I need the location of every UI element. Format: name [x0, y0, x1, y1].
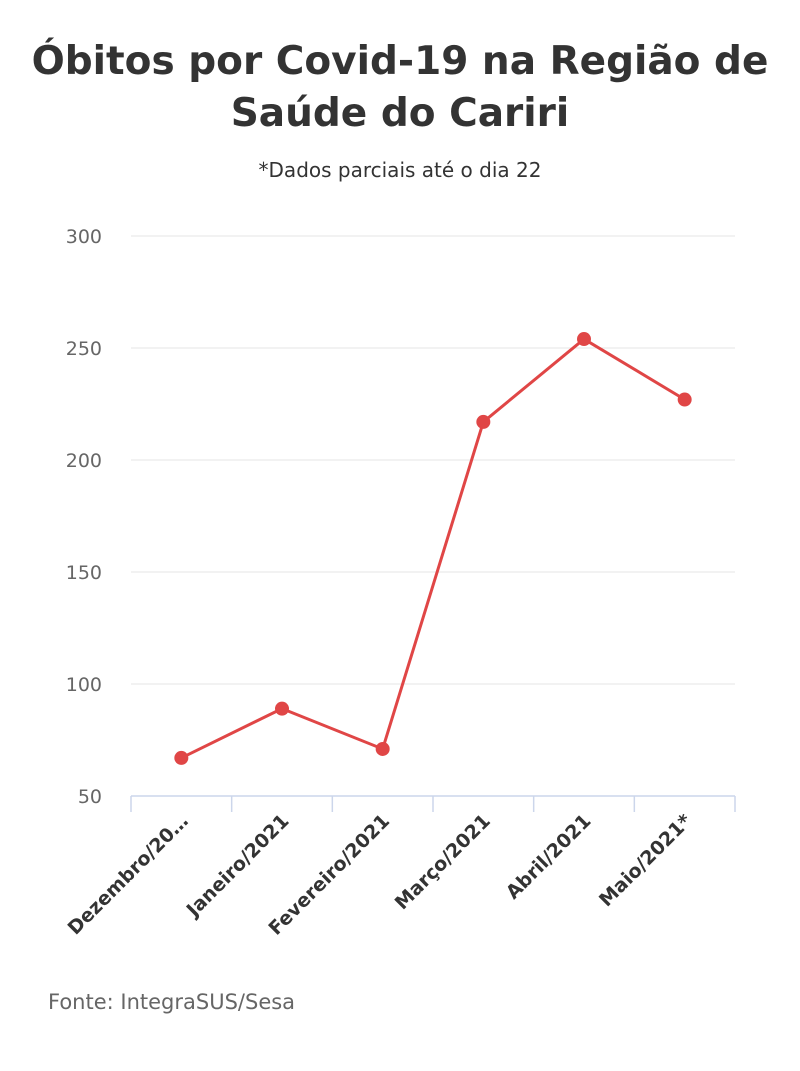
data-point[interactable] [577, 332, 591, 347]
series-line [180, 337, 686, 760]
chart-subtitle: *Dados parciais até o dia 22 [258, 158, 542, 182]
source-note: Fonte: IntegraSUS/Sesa [48, 990, 296, 1014]
line-chart: 50 100 150 200 250 300 Dezembro/20…Janeiro/20… [64, 226, 736, 940]
data-point[interactable] [275, 701, 289, 716]
y-tick-label: 300 [66, 226, 102, 248]
data-point[interactable] [677, 392, 692, 407]
gridlines [131, 235, 735, 685]
x-tick-label: Abril/2021 [502, 810, 596, 904]
data-point[interactable] [375, 741, 390, 756]
data-point[interactable] [174, 750, 189, 765]
y-tick-label: 250 [66, 338, 102, 360]
series [174, 332, 692, 765]
x-tick-label: Maio/2021* [595, 810, 696, 911]
y-tick-label: 150 [66, 562, 102, 584]
y-tick-label: 50 [78, 786, 102, 808]
y-tick-label: 200 [66, 450, 102, 472]
x-tick-label: Janeiro/2021 [181, 810, 293, 922]
data-point[interactable] [476, 414, 491, 429]
x-axis: Dezembro/20…Janeiro/2021Fevereiro/2021Ma… [64, 795, 736, 940]
chart-title: Óbitos por Covid-19 na Região de Saúde d… [31, 39, 769, 136]
x-tick-label: Março/2021 [391, 810, 495, 914]
x-tick-label: Dezembro/20… [64, 810, 193, 939]
y-tick-label: 100 [66, 674, 102, 696]
y-axis: 50 100 150 200 250 300 [66, 226, 102, 808]
